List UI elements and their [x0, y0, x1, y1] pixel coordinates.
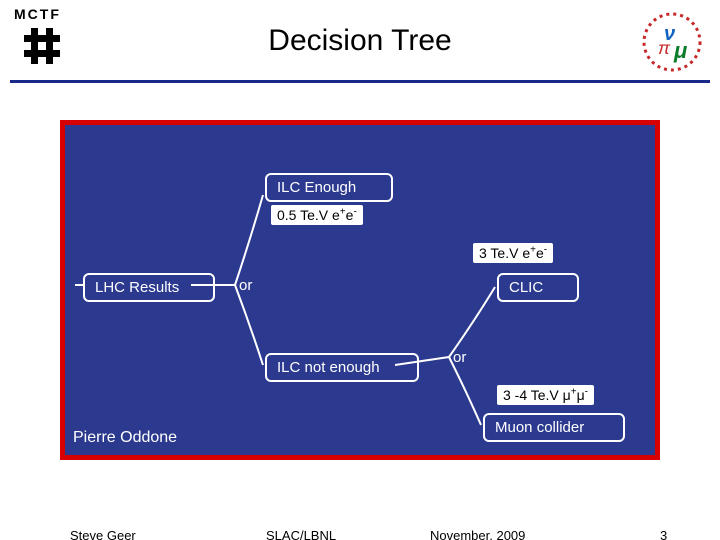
node-ilc-enough: ILC Enough: [265, 173, 393, 202]
annotation-muon-energy: 3 -4 Te.V μ+μ-: [497, 385, 594, 405]
or-label-2: or: [453, 349, 466, 366]
node-clic: CLIC: [497, 273, 579, 302]
logo-mu-glyph: μ: [673, 38, 687, 63]
or-label-1: or: [239, 277, 252, 294]
header-rule: [10, 80, 710, 83]
decision-tree-diagram: LHC Results ILC Enough ILC not enough CL…: [60, 120, 660, 460]
annotation-ilc-energy: 0.5 Te.V e+e-: [271, 205, 363, 225]
annotation-clic-energy: 3 Te.V e+e-: [473, 243, 553, 263]
footer-author: Steve Geer: [70, 528, 136, 540]
page-title: Decision Tree: [0, 24, 720, 58]
footer-venue: SLAC/LBNL: [266, 528, 336, 540]
neutrino-factory-logo-icon: ν π μ: [640, 10, 704, 74]
header-acronym: MCTF: [14, 6, 61, 22]
footer-date: November, 2009: [430, 528, 525, 540]
node-muon-collider: Muon collider: [483, 413, 625, 442]
node-ilc-not-enough: ILC not enough: [265, 353, 419, 382]
diagram-credit: Pierre Oddone: [73, 429, 177, 447]
svg-text:π: π: [658, 38, 671, 58]
node-lhc-results: LHC Results: [83, 273, 215, 302]
footer-page: 3: [660, 528, 667, 540]
